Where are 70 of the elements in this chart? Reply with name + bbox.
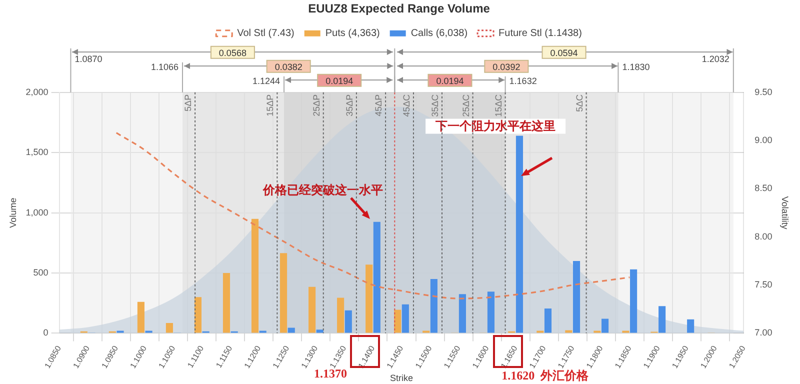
text: 0.0194 xyxy=(326,76,354,86)
bar xyxy=(430,279,438,333)
y-axis-title: Volume xyxy=(8,198,18,228)
text: 1.1066 xyxy=(150,62,179,72)
bar xyxy=(402,304,409,333)
ref-line-label: 5ΔP xyxy=(183,94,194,112)
text: 0.0392 xyxy=(492,62,520,72)
annotation: 价格已经突破这一水平 xyxy=(262,182,383,197)
legend-label: Calls (6,038) xyxy=(410,28,468,40)
ref-line-label: 45ΔC xyxy=(401,94,412,117)
line-series xyxy=(116,132,630,300)
bar xyxy=(658,306,666,333)
bar xyxy=(458,294,466,333)
bar xyxy=(280,253,288,333)
ref-line-label: 35ΔC xyxy=(430,94,440,117)
y2-axis-title: Volatility xyxy=(780,196,790,230)
chart-title: EUUZ8 Expected Range Volume xyxy=(308,2,490,16)
bar xyxy=(194,297,202,333)
ref-line-label: 15ΔC xyxy=(493,94,504,117)
text: 1.2032 xyxy=(702,54,730,64)
text: 1.0870 xyxy=(74,54,102,64)
ref-line-label: 25ΔP xyxy=(311,94,322,116)
bar xyxy=(366,264,373,333)
text: 0.0568 xyxy=(218,48,246,58)
ref-line-label: 45ΔP xyxy=(374,94,384,116)
y-tick-label: 2,000 xyxy=(26,86,48,97)
text: 1.1632 xyxy=(509,76,537,86)
y-tick-label: 1,500 xyxy=(26,147,48,158)
text: 0.0382 xyxy=(274,62,302,72)
text: 1.1244 xyxy=(252,76,280,86)
bar xyxy=(308,286,316,333)
y-tick-label: 0 xyxy=(43,328,48,338)
bar xyxy=(251,218,259,333)
bar xyxy=(630,269,638,333)
bar xyxy=(222,273,230,333)
ref-line-label: 15ΔP xyxy=(265,94,276,116)
legend-label: Vol Stl (7.43) xyxy=(237,28,294,40)
bar xyxy=(316,330,324,333)
y2-tick-label: 9.50 xyxy=(754,86,772,97)
bar xyxy=(337,298,344,333)
x-axis-title: Strike xyxy=(390,373,414,384)
bar xyxy=(166,322,173,333)
bar xyxy=(487,292,494,333)
bar xyxy=(137,302,144,333)
bar xyxy=(373,222,380,333)
bar xyxy=(344,310,352,333)
bar xyxy=(288,328,295,333)
ref-line-label: 25ΔC xyxy=(460,94,471,117)
bar xyxy=(544,308,552,333)
text: 1.1620 外汇价格 xyxy=(502,368,590,382)
y2-tick-label: 8.00 xyxy=(754,231,772,242)
bar xyxy=(565,330,572,333)
ref-line-label: 35ΔP xyxy=(344,94,354,116)
bar xyxy=(687,319,694,333)
text: 1.1830 xyxy=(622,62,650,72)
y2-tick-label: 9.00 xyxy=(754,135,772,146)
text: 0.0594 xyxy=(550,48,578,58)
bar xyxy=(572,260,580,333)
bar xyxy=(394,310,402,333)
y-tick-label: 500 xyxy=(33,267,48,278)
text: 0.0194 xyxy=(436,76,464,86)
y2-tick-label: 7.50 xyxy=(754,280,772,290)
legend-label: Future Stl (1.1438) xyxy=(498,28,582,40)
bar xyxy=(516,136,524,333)
ref-line-label: 5ΔC xyxy=(574,94,584,112)
legend-label: Puts (4,363) xyxy=(325,28,380,40)
y2-tick-label: 8.50 xyxy=(754,183,772,194)
bar xyxy=(602,318,609,333)
y-tick-label: 1,000 xyxy=(26,207,48,218)
y2-tick-label: 7.00 xyxy=(754,328,772,338)
